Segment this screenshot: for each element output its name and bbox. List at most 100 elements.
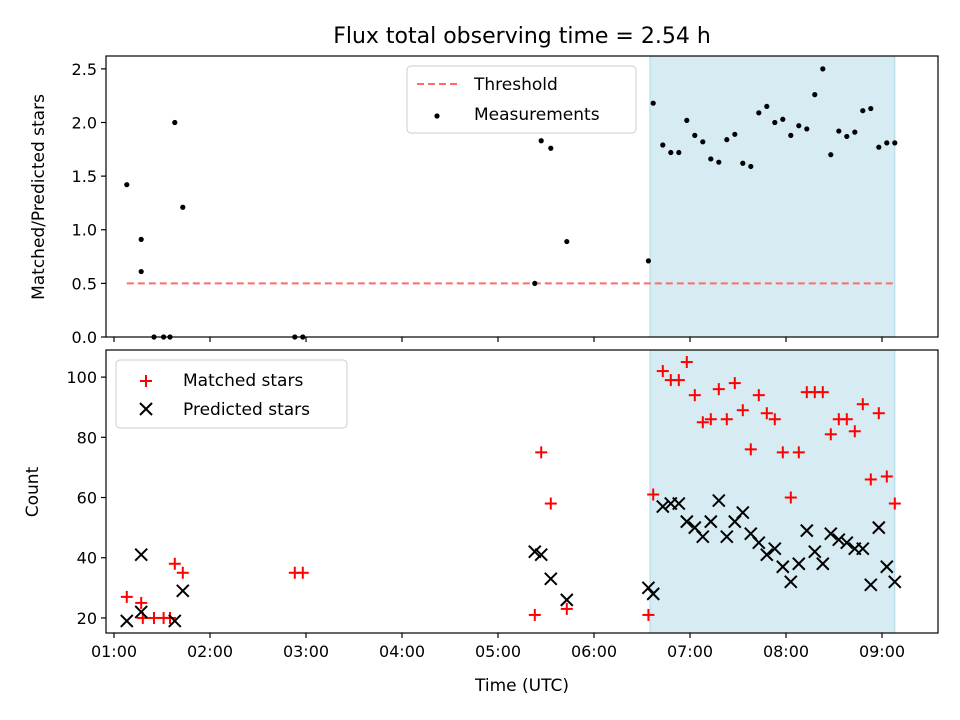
legend-matched-swatch: [140, 375, 152, 387]
measurement-point: [532, 280, 538, 286]
predicted-star-point: [544, 572, 558, 586]
matched-star-point: [776, 446, 789, 459]
top-plot-area: [124, 66, 898, 340]
bottom-xtick-label: 07:00: [667, 642, 713, 661]
matched-star-point: [752, 389, 765, 402]
top-axes-frame: [105, 55, 939, 338]
predicted-star-point: [560, 593, 574, 607]
measurement-point: [692, 132, 698, 138]
measurement-point: [860, 108, 866, 114]
bottom-ytick-label: 100: [66, 368, 97, 387]
matched-star-point: [296, 566, 309, 579]
measurement-point: [852, 129, 858, 135]
bottom-xtick-label: 08:00: [763, 642, 809, 661]
top-y-axis-label: Matched/Predicted stars: [29, 94, 49, 300]
predicted-star-point: [760, 548, 774, 562]
predicted-star-point: [712, 493, 726, 508]
matched-star-point: [816, 386, 829, 399]
matched-star-point: [784, 491, 797, 504]
matched-star-point: [135, 596, 148, 609]
measurement-point: [676, 149, 682, 156]
measurement-point: [740, 160, 746, 166]
predicted-star-point: [680, 514, 694, 529]
top-ytick-label: 2.5: [72, 60, 97, 79]
measurement-point: [650, 100, 656, 106]
measurement-point: [180, 204, 186, 210]
matched-star-point: [528, 608, 541, 621]
measurement-point: [138, 268, 144, 275]
top-ytick-label: 0.0: [72, 328, 97, 347]
measurement-point: [538, 138, 544, 144]
measurement-point: [138, 236, 144, 243]
predicted-star-point: [120, 614, 134, 628]
measurement-point: [820, 66, 826, 72]
predicted-star-point: [176, 584, 190, 598]
predicted-star-point: [784, 575, 798, 589]
predicted-star-point: [646, 587, 660, 601]
bottom-y-axis-label: Count: [23, 466, 43, 517]
matched-star-point: [544, 497, 557, 510]
predicted-star-point: [816, 557, 830, 571]
predicted-star-point: [864, 578, 878, 592]
predicted-star-point: [832, 532, 846, 547]
measurement-point: [700, 139, 706, 145]
top-ytick-label: 1.5: [72, 167, 97, 186]
matched-star-point: [888, 497, 901, 510]
legend-predicted-label: Predicted stars: [183, 400, 310, 420]
measurement-point: [668, 149, 674, 156]
predicted-star-point: [800, 523, 814, 538]
measurement-point: [564, 238, 570, 245]
matched-star-point: [728, 377, 741, 390]
bottom-ytick-label: 20: [77, 609, 97, 628]
matched-star-point: [120, 590, 133, 603]
matched-star-point: [647, 488, 660, 501]
matched-star-point: [792, 446, 805, 459]
measurement-point: [716, 159, 722, 165]
bottom-xtick-label: 05:00: [475, 642, 521, 661]
predicted-star-point: [696, 529, 710, 544]
matched-star-point: [720, 413, 733, 426]
matched-star-point: [696, 416, 709, 429]
matched-star-point: [704, 413, 717, 426]
matched-star-point: [535, 446, 548, 459]
predicted-star-point: [840, 535, 854, 550]
chart-title: Flux total observing time = 2.54 h: [333, 24, 711, 49]
measurement-point: [708, 156, 714, 162]
matched-star-point: [560, 602, 573, 615]
matched-star-point: [840, 413, 853, 426]
predicted-star-point: [752, 535, 766, 550]
predicted-star-point: [134, 548, 148, 562]
measurement-point: [876, 144, 882, 150]
predicted-star-point: [720, 529, 734, 544]
bottom-xtick-label: 02:00: [187, 642, 233, 661]
measurement-point: [828, 152, 834, 158]
matched-star-point: [856, 398, 869, 411]
predicted-star-point: [168, 614, 182, 628]
matched-star-point: [712, 383, 725, 396]
legend-measurements-swatch: [434, 113, 440, 119]
measurement-point: [645, 258, 652, 264]
measurement-point: [836, 128, 842, 134]
measurement-point: [772, 119, 778, 126]
measurement-point: [660, 142, 666, 148]
measurement-point: [804, 126, 810, 132]
measurement-point: [780, 116, 786, 122]
predicted-star-point: [776, 560, 790, 574]
measurement-point: [124, 182, 130, 188]
bottom-axes-frame: [105, 349, 939, 634]
predicted-star-point: [704, 514, 718, 529]
measurement-point: [756, 110, 762, 116]
bottom-xtick-label: 03:00: [283, 642, 329, 661]
matched-star-point: [872, 407, 885, 420]
measurement-point: [724, 137, 730, 143]
bottom-legend: Matched stars Predicted stars: [115, 359, 348, 429]
matched-star-point: [176, 566, 189, 579]
bottom-xtick-label: 01:00: [91, 642, 137, 661]
bottom-plot-area: [120, 356, 902, 628]
bottom-highlight-span: [649, 349, 896, 634]
measurement-point: [884, 140, 890, 146]
measurement-point: [684, 117, 690, 123]
measurement-point: [764, 103, 770, 110]
bottom-ytick-label: 80: [77, 428, 97, 447]
